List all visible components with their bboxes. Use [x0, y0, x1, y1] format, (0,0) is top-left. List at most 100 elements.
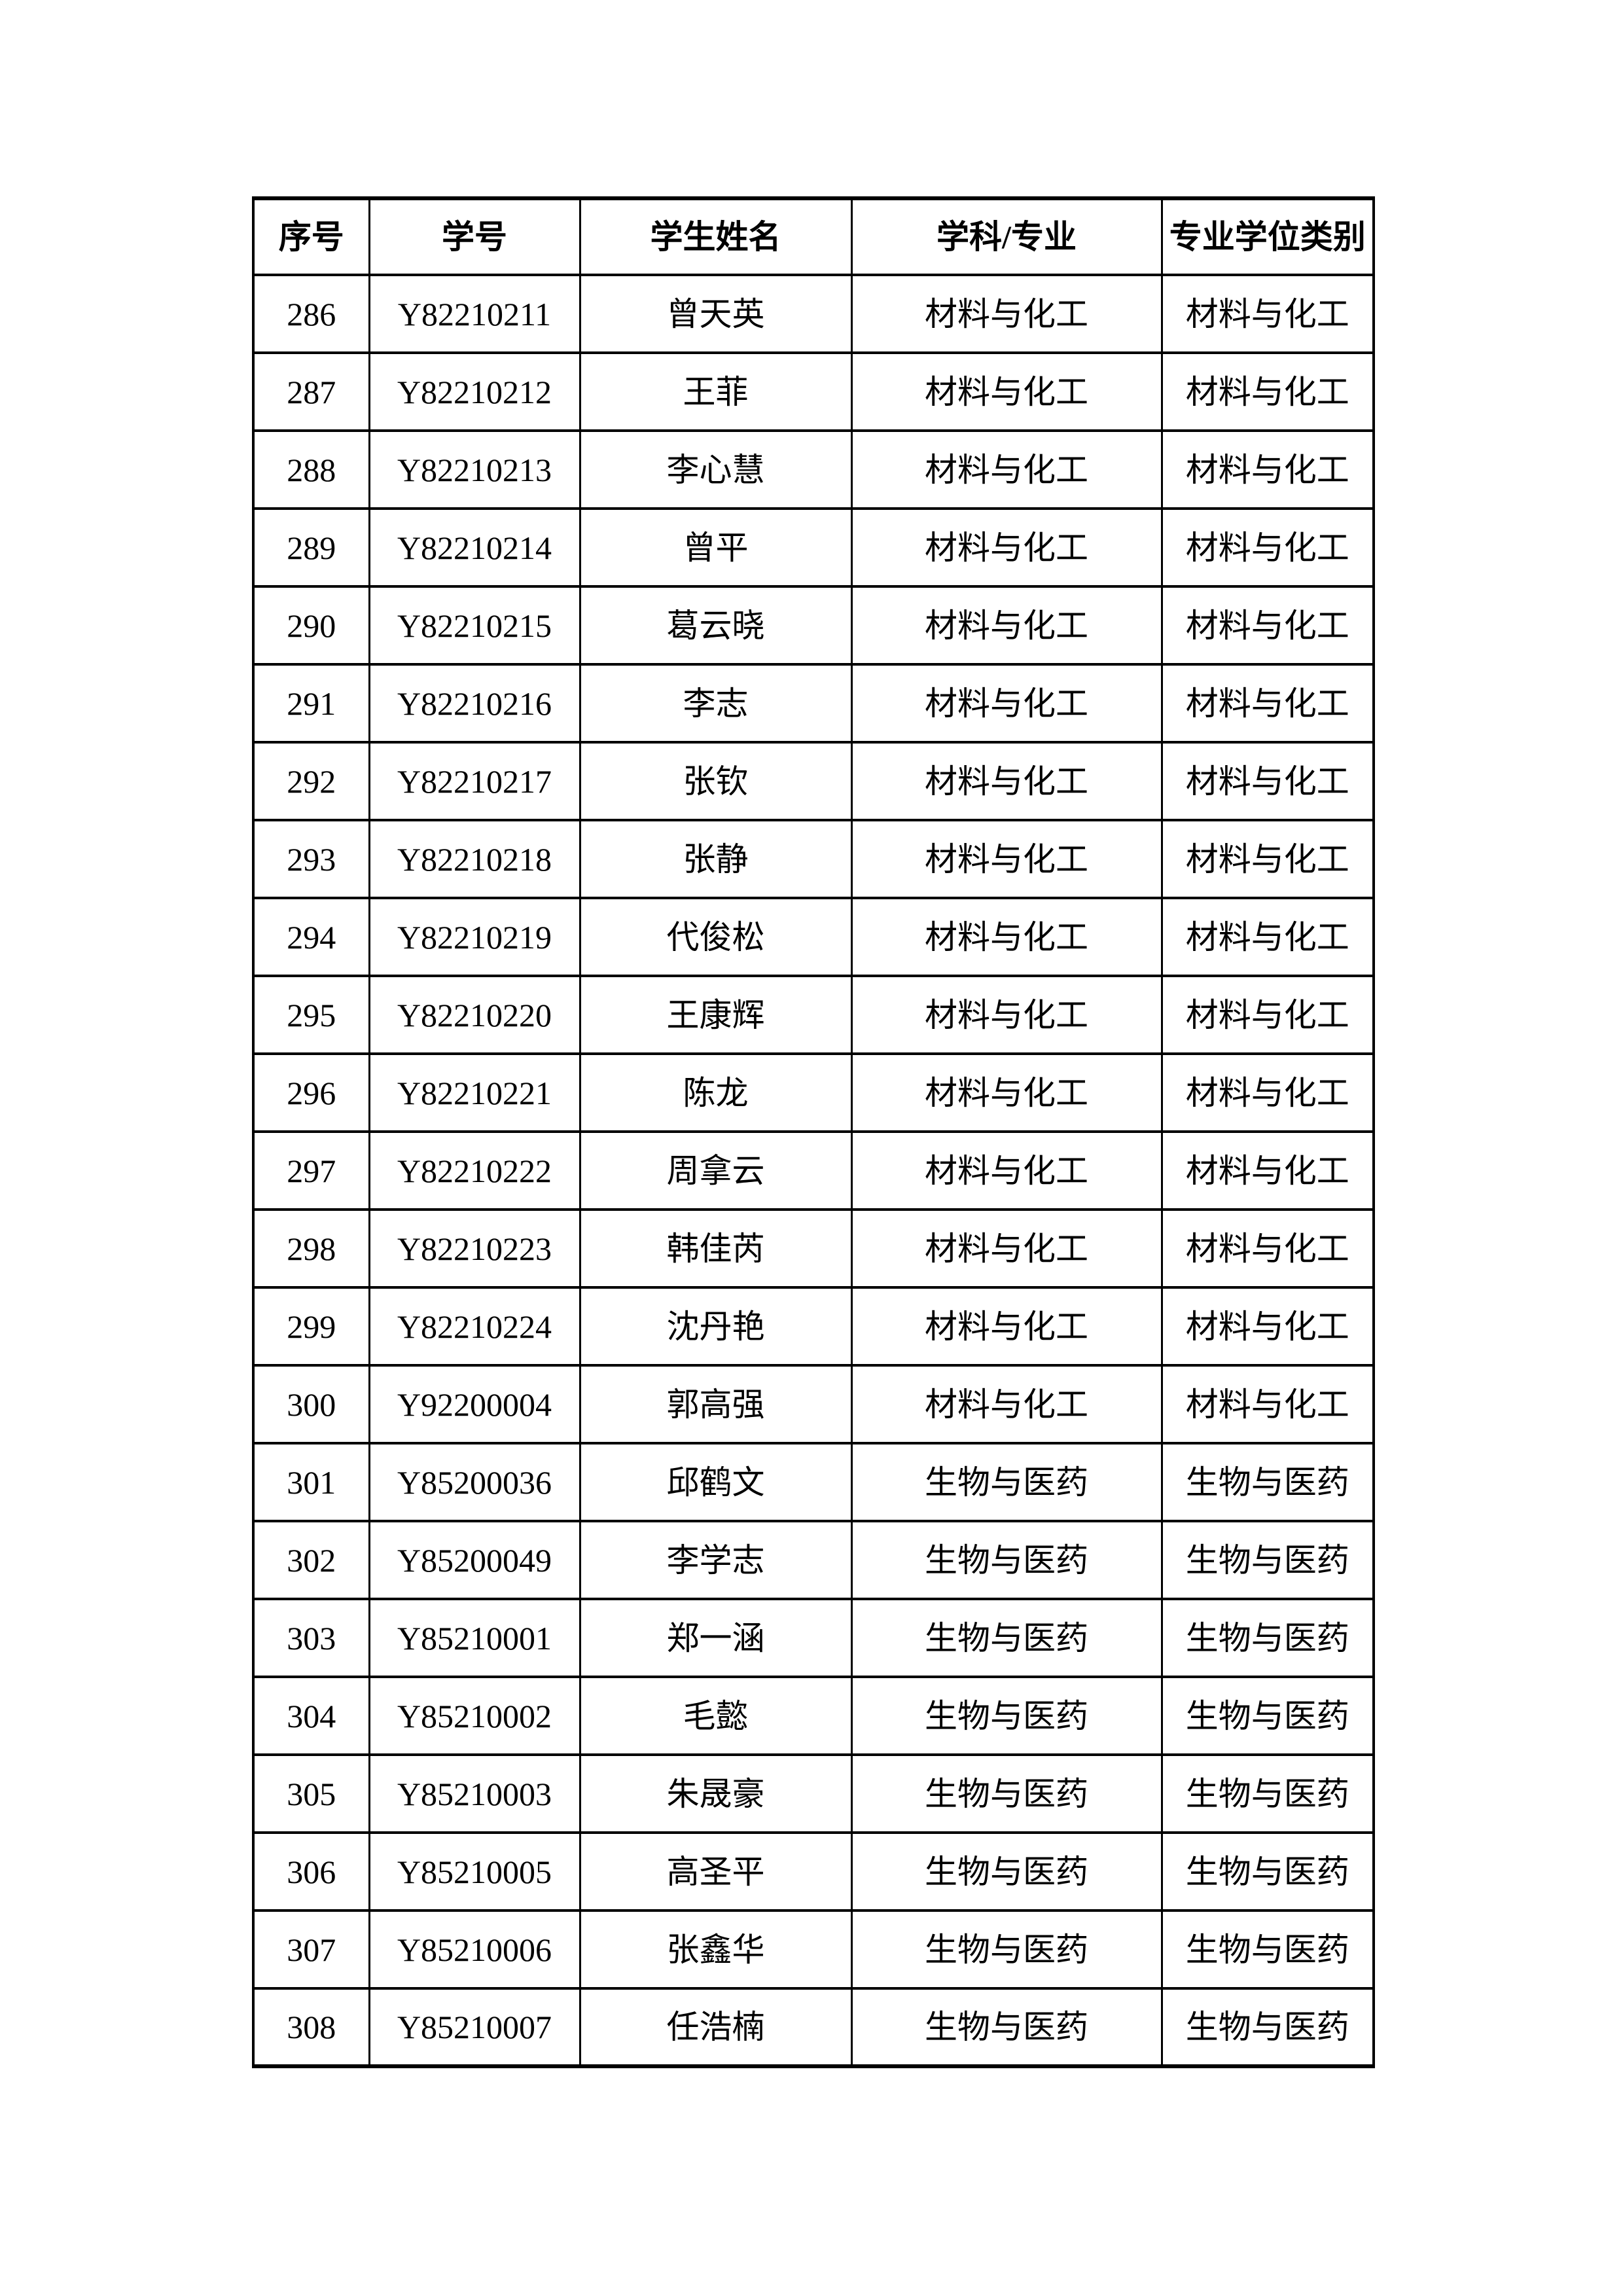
table-row: 305 Y85210003 朱晟豪 生物与医药 生物与医药 [252, 1753, 1375, 1834]
cell-id: Y82210215 [368, 585, 581, 666]
cell-id: Y82210218 [368, 819, 581, 899]
cell-category: 材料与化工 [1160, 274, 1375, 354]
table-row: 296 Y82210221 陈龙 材料与化工 材料与化工 [252, 1052, 1375, 1133]
column-header-id: 学号 [368, 197, 581, 276]
cell-id: Y82210223 [368, 1208, 581, 1289]
cell-major: 材料与化工 [850, 274, 1163, 354]
table-row: 302 Y85200049 李学志 生物与医药 生物与医药 [252, 1520, 1375, 1600]
cell-no: 301 [252, 1442, 370, 1522]
cell-name: 李学志 [579, 1520, 853, 1600]
cell-category: 生物与医药 [1160, 1676, 1375, 1756]
cell-name: 陈龙 [579, 1052, 853, 1133]
table-row: 304 Y85210002 毛懿 生物与医药 生物与医药 [252, 1676, 1375, 1756]
cell-major: 材料与化工 [850, 1364, 1163, 1444]
cell-name: 毛懿 [579, 1676, 853, 1756]
column-header-name: 学生姓名 [579, 197, 853, 276]
cell-no: 298 [252, 1208, 370, 1289]
cell-name: 曾天英 [579, 274, 853, 354]
cell-name: 郭高强 [579, 1364, 853, 1444]
cell-no: 295 [252, 975, 370, 1055]
table-row: 303 Y85210001 郑一涵 生物与医药 生物与医药 [252, 1598, 1375, 1678]
cell-major: 材料与化工 [850, 585, 1163, 666]
cell-no: 297 [252, 1130, 370, 1211]
cell-category: 生物与医药 [1160, 1442, 1375, 1522]
cell-category: 生物与医药 [1160, 1520, 1375, 1600]
cell-category: 材料与化工 [1160, 507, 1375, 588]
cell-no: 306 [252, 1831, 370, 1912]
cell-name: 李心慧 [579, 429, 853, 510]
cell-no: 302 [252, 1520, 370, 1600]
cell-no: 289 [252, 507, 370, 588]
cell-category: 生物与医药 [1160, 1753, 1375, 1834]
cell-name: 韩佳芮 [579, 1208, 853, 1289]
cell-name: 曾平 [579, 507, 853, 588]
table-row: 300 Y92200004 郭高强 材料与化工 材料与化工 [252, 1364, 1375, 1444]
cell-no: 303 [252, 1598, 370, 1678]
cell-category: 材料与化工 [1160, 1208, 1375, 1289]
cell-id: Y82210214 [368, 507, 581, 588]
cell-no: 296 [252, 1052, 370, 1133]
cell-no: 300 [252, 1364, 370, 1444]
table-row: 294 Y82210219 代俊松 材料与化工 材料与化工 [252, 897, 1375, 977]
table-row: 298 Y82210223 韩佳芮 材料与化工 材料与化工 [252, 1208, 1375, 1289]
cell-major: 生物与医药 [850, 1987, 1163, 2068]
cell-category: 材料与化工 [1160, 1286, 1375, 1367]
cell-no: 308 [252, 1987, 370, 2068]
cell-name: 任浩楠 [579, 1987, 853, 2068]
cell-id: Y82210222 [368, 1130, 581, 1211]
cell-name: 代俊松 [579, 897, 853, 977]
cell-category: 材料与化工 [1160, 897, 1375, 977]
cell-category: 材料与化工 [1160, 1052, 1375, 1133]
cell-id: Y82210224 [368, 1286, 581, 1367]
cell-id: Y82210220 [368, 975, 581, 1055]
cell-category: 材料与化工 [1160, 1364, 1375, 1444]
table-row: 301 Y85200036 邱鹤文 生物与医药 生物与医药 [252, 1442, 1375, 1522]
cell-id: Y82210212 [368, 351, 581, 432]
cell-id: Y85200049 [368, 1520, 581, 1600]
cell-no: 290 [252, 585, 370, 666]
table-row: 308 Y85210007 任浩楠 生物与医药 生物与医药 [252, 1987, 1375, 2068]
cell-major: 材料与化工 [850, 663, 1163, 744]
cell-name: 王菲 [579, 351, 853, 432]
cell-major: 生物与医药 [850, 1831, 1163, 1912]
cell-major: 生物与医药 [850, 1598, 1163, 1678]
cell-name: 王康辉 [579, 975, 853, 1055]
cell-name: 高圣平 [579, 1831, 853, 1912]
cell-id: Y85210006 [368, 1909, 581, 1990]
table-row: 290 Y82210215 葛云晓 材料与化工 材料与化工 [252, 585, 1375, 666]
cell-id: Y85210007 [368, 1987, 581, 2068]
cell-name: 邱鹤文 [579, 1442, 853, 1522]
cell-id: Y82210216 [368, 663, 581, 744]
cell-major: 材料与化工 [850, 1208, 1163, 1289]
cell-id: Y82210211 [368, 274, 581, 354]
table-row: 292 Y82210217 张钦 材料与化工 材料与化工 [252, 741, 1375, 821]
cell-no: 287 [252, 351, 370, 432]
table-row: 291 Y82210216 李志 材料与化工 材料与化工 [252, 663, 1375, 744]
cell-no: 291 [252, 663, 370, 744]
cell-category: 材料与化工 [1160, 1130, 1375, 1211]
cell-no: 286 [252, 274, 370, 354]
cell-category: 生物与医药 [1160, 1987, 1375, 2068]
cell-name: 李志 [579, 663, 853, 744]
cell-no: 307 [252, 1909, 370, 1990]
cell-name: 张钦 [579, 741, 853, 821]
cell-id: Y82210217 [368, 741, 581, 821]
column-header-no: 序号 [252, 197, 370, 276]
cell-id: Y85210005 [368, 1831, 581, 1912]
cell-category: 材料与化工 [1160, 429, 1375, 510]
cell-major: 材料与化工 [850, 507, 1163, 588]
table-row: 299 Y82210224 沈丹艳 材料与化工 材料与化工 [252, 1286, 1375, 1367]
cell-category: 生物与医药 [1160, 1909, 1375, 1990]
cell-major: 材料与化工 [850, 975, 1163, 1055]
cell-category: 材料与化工 [1160, 975, 1375, 1055]
cell-no: 288 [252, 429, 370, 510]
cell-name: 郑一涵 [579, 1598, 853, 1678]
cell-no: 304 [252, 1676, 370, 1756]
cell-major: 生物与医药 [850, 1753, 1163, 1834]
cell-category: 材料与化工 [1160, 351, 1375, 432]
table-header-row: 序号 学号 学生姓名 学科/专业 专业学位类别 [252, 197, 1375, 276]
table-row: 297 Y82210222 周拿云 材料与化工 材料与化工 [252, 1130, 1375, 1211]
cell-major: 材料与化工 [850, 1130, 1163, 1211]
cell-major: 材料与化工 [850, 897, 1163, 977]
